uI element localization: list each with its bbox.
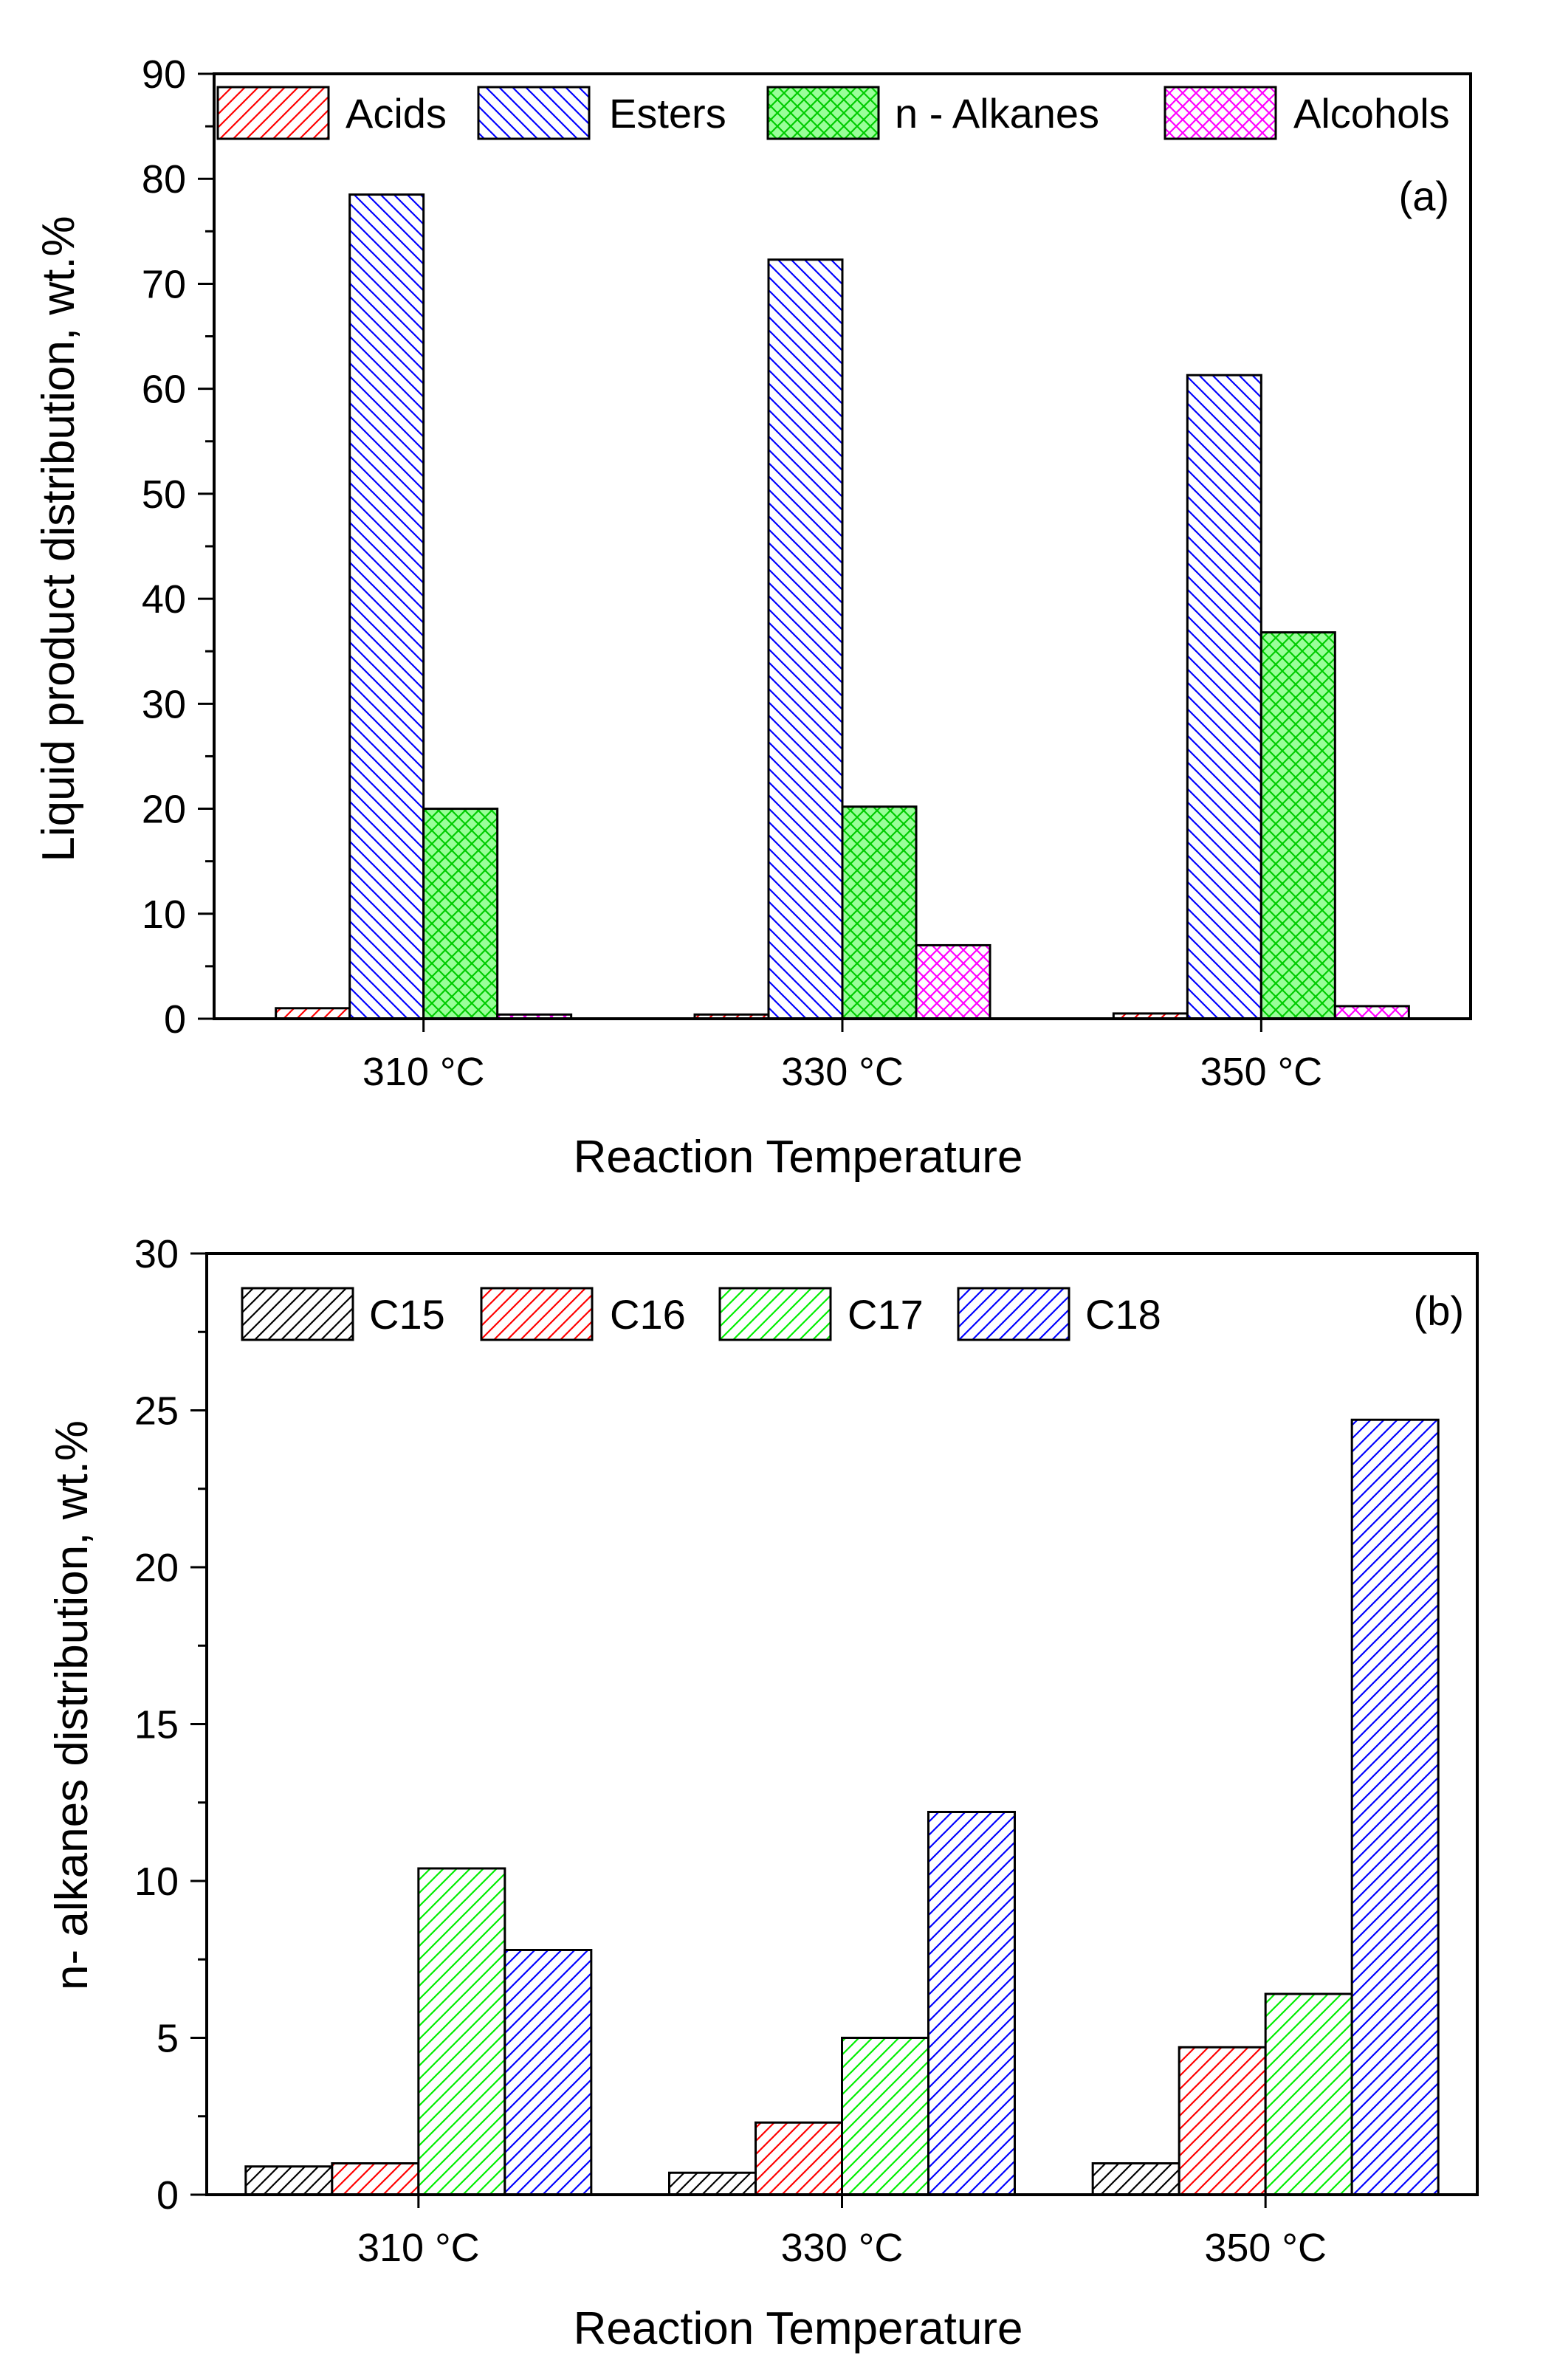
panel-a-bar-esters-330-c	[767, 258, 844, 1020]
panel-b-y-tick-label: 15	[134, 1703, 179, 1747]
panel-a-bar-esters-310-c	[348, 193, 425, 1020]
panel-b-legend-swatch-c17	[718, 1287, 832, 1341]
panel-a-bar-alcohols-350-c	[1333, 1005, 1410, 1020]
panel-b-bar-c18-330-c	[927, 1811, 1016, 2196]
panel-a-legend-swatch-alcohols	[1164, 86, 1277, 140]
panel-b-y-axis-title: n- alkanes distribution, wt.%	[47, 1420, 97, 1990]
panel-a-x-axis-title: Reaction Temperature	[574, 1132, 1023, 1183]
panel-b-legend-label-c16: C16	[610, 1291, 686, 1338]
panel-a-bar-n-alkanes-350-c	[1259, 631, 1336, 1020]
panel-b-x-axis-title: Reaction Temperature	[574, 2303, 1023, 2354]
panel-a-label: (a)	[1399, 173, 1449, 219]
panel-a-legend-swatch-acids	[216, 86, 330, 140]
panel-a-x-tick-label: 310 °C	[362, 1050, 485, 1094]
panel-a-y-tick-label: 70	[142, 262, 186, 306]
panel-a-y-tick-label: 50	[142, 472, 186, 517]
panel-b-bar-c16-310-c	[331, 2162, 420, 2196]
panel-a-y-tick-label: 0	[164, 997, 186, 1042]
panel-a-y-axis-title: Liquid product distribution, wt.%	[33, 216, 84, 861]
panel-a-y-tick-label: 60	[142, 368, 186, 412]
panel-b-chart: 310 °C 330 °C 350 °C 0 5 10 15 20 25 30 C15 C16 C17…	[47, 1232, 1479, 2354]
panel-a-legend-label-esters: Esters	[609, 90, 726, 137]
panel-b-x-tick-label: 310 °C	[357, 2226, 480, 2270]
panel-a-bar-n-alkanes-330-c	[841, 805, 918, 1020]
panel-b-y-tick-label: 30	[134, 1232, 179, 1276]
panel-b-legend-label-c17: C17	[848, 1291, 924, 1338]
panel-a-y-tick-label: 90	[142, 52, 186, 97]
panel-a-chart: 310 °C 330 °C 350 °C 0 10 20 30 40 50 60 70 80 90 Ac…	[33, 52, 1472, 1183]
panel-b-y-tick-label: 10	[134, 1860, 179, 1904]
panel-a-y-tick-label: 80	[142, 157, 186, 202]
panel-b-bar-c16-350-c	[1178, 2046, 1267, 2196]
panel-b-y-tick-label: 0	[157, 2173, 179, 2218]
panel-b-x-tick-label: 330 °C	[781, 2226, 904, 2270]
panel-b-bar-c18-310-c	[503, 1949, 593, 2196]
panel-b-bar-c15-310-c	[244, 2165, 334, 2196]
panel-b-y-tick-label: 5	[157, 2017, 179, 2061]
panel-a-bar-acids-310-c	[275, 1007, 351, 1020]
panel-a-bar-esters-350-c	[1186, 374, 1262, 1020]
panel-b-y-tick-label: 20	[134, 1546, 179, 1590]
panel-a-bar-alcohols-330-c	[915, 943, 991, 1020]
panel-a-legend-label-acids: Acids	[346, 90, 447, 137]
panel-b-legend-swatch-c15	[241, 1287, 354, 1341]
panel-b-x-tick-label: 350 °C	[1204, 2226, 1327, 2270]
panel-b-legend-label-c15: C15	[369, 1291, 445, 1338]
panel-b-bar-c17-330-c	[841, 2037, 929, 2196]
panel-a-y-tick-label: 20	[142, 788, 186, 832]
panel-a-legend-swatch-n-alkanes	[766, 86, 880, 140]
panel-a-legend-label-alcohols: Alcohols	[1293, 90, 1450, 137]
panel-a-y-tick-label: 40	[142, 577, 186, 622]
panel-b-bar-c15-350-c	[1091, 2162, 1180, 2196]
panel-b-y-tick-label: 25	[134, 1389, 179, 1434]
panel-a-legend-swatch-esters	[477, 86, 591, 140]
panel-a-x-tick-label: 330 °C	[781, 1050, 904, 1094]
panel-a-bar-n-alkanes-310-c	[422, 808, 499, 1020]
panel-b-bar-c16-330-c	[755, 2121, 843, 2196]
panel-b-legend-label-c18: C18	[1085, 1291, 1161, 1338]
panel-b-bar-c18-350-c	[1350, 1418, 1440, 2196]
panel-a-legend-label-n-alkanes: n - Alkanes	[895, 90, 1099, 137]
panel-b-legend-swatch-c16	[480, 1287, 594, 1341]
panel-a-y-tick-label: 10	[142, 892, 186, 937]
panel-b-bar-c15-330-c	[668, 2171, 757, 2196]
panel-a-x-tick-label: 350 °C	[1200, 1050, 1322, 1094]
panel-b-label: (b)	[1414, 1287, 1464, 1334]
panel-a-y-tick-label: 30	[142, 682, 186, 726]
panel-b-bar-c17-310-c	[417, 1867, 506, 2196]
panel-b-legend-swatch-c18	[957, 1287, 1070, 1341]
panel-b-bar-c17-350-c	[1264, 1992, 1353, 2196]
